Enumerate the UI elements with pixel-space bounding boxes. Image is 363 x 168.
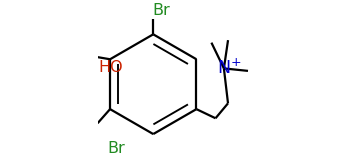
Text: N: N xyxy=(217,59,231,77)
Text: HO: HO xyxy=(98,60,123,75)
Text: Br: Br xyxy=(152,3,170,18)
Text: Br: Br xyxy=(107,141,125,156)
Text: +: + xyxy=(230,56,241,69)
